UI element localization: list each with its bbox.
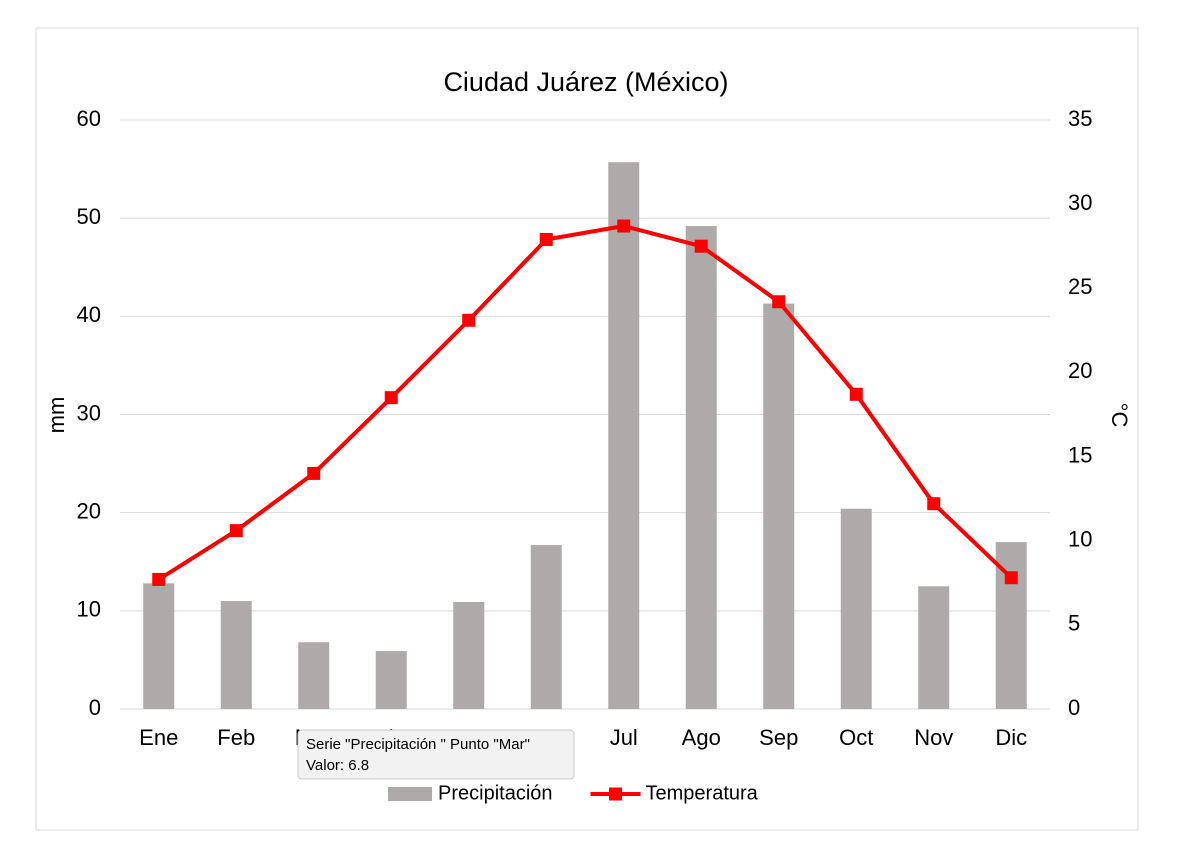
y-tick-label: 20 [77,498,101,523]
y2-tick-label: 35 [1068,106,1092,131]
marker [462,313,476,327]
tooltip-box [297,729,575,780]
bar [685,226,717,709]
bar [763,303,795,709]
bar [453,601,485,709]
bar [608,162,640,709]
marker [927,497,941,511]
y2-tick-label: 30 [1068,190,1092,215]
legend-swatch [388,787,432,801]
y2-tick-label: 15 [1068,442,1092,467]
marker [307,466,321,480]
marker [1004,571,1018,585]
y2-tick-label: 25 [1068,274,1092,299]
x-tick-label: Oct [839,725,873,750]
bar [918,586,950,709]
tooltip-line: Serie "Precipitación " Punto "Mar" [306,736,530,753]
marker [152,572,166,586]
x-tick-label: Sep [759,725,798,750]
marker [384,391,398,405]
y-tick-label: 30 [77,400,101,425]
y2-tick-label: 10 [1068,527,1092,552]
x-tick-label: Nov [914,725,953,750]
y2-tick-label: 20 [1068,358,1092,383]
plot-area: 010203040506005101520253035EneFebMarAbrM… [77,106,1093,750]
y2-tick-label: 0 [1068,695,1080,720]
marker [694,239,708,253]
marker [772,295,786,309]
legend: Precipitación Temperatura [388,782,759,804]
tooltip: Serie "Precipitación " Punto "Mar" Valor… [297,729,575,780]
bar [530,545,562,709]
x-tick-label: Ene [139,725,178,750]
tooltip-line: Valor: 6.8 [306,757,369,774]
x-tick-label: Feb [217,725,255,750]
y-tick-label: 60 [77,106,101,131]
marker [539,232,553,246]
y-tick-label: 0 [89,695,101,720]
x-tick-label: Ago [682,725,721,750]
line [157,224,1013,582]
legend-label: Precipitación [438,782,553,804]
y-tick-label: 50 [77,204,101,229]
chart-frame [35,27,1139,831]
y-axis-label: mm [44,397,69,434]
y-tick-label: 40 [77,302,101,327]
marker [229,524,243,538]
bar [220,601,252,709]
x-tick-label: Dic [995,725,1027,750]
x-tick-label: Jul [610,725,638,750]
chart-title: Ciudad Juárez (México) [443,67,728,97]
bar [143,583,175,709]
bar [375,651,407,709]
bar [840,508,872,709]
marker [849,387,863,401]
y-tick-label: 10 [77,597,101,622]
y2-tick-label: 5 [1068,611,1080,636]
marker [617,219,631,233]
y2-axis-label: °C [1107,403,1132,428]
bar [298,642,330,709]
legend-swatch [609,787,623,801]
legend-label: Temperatura [646,782,759,804]
